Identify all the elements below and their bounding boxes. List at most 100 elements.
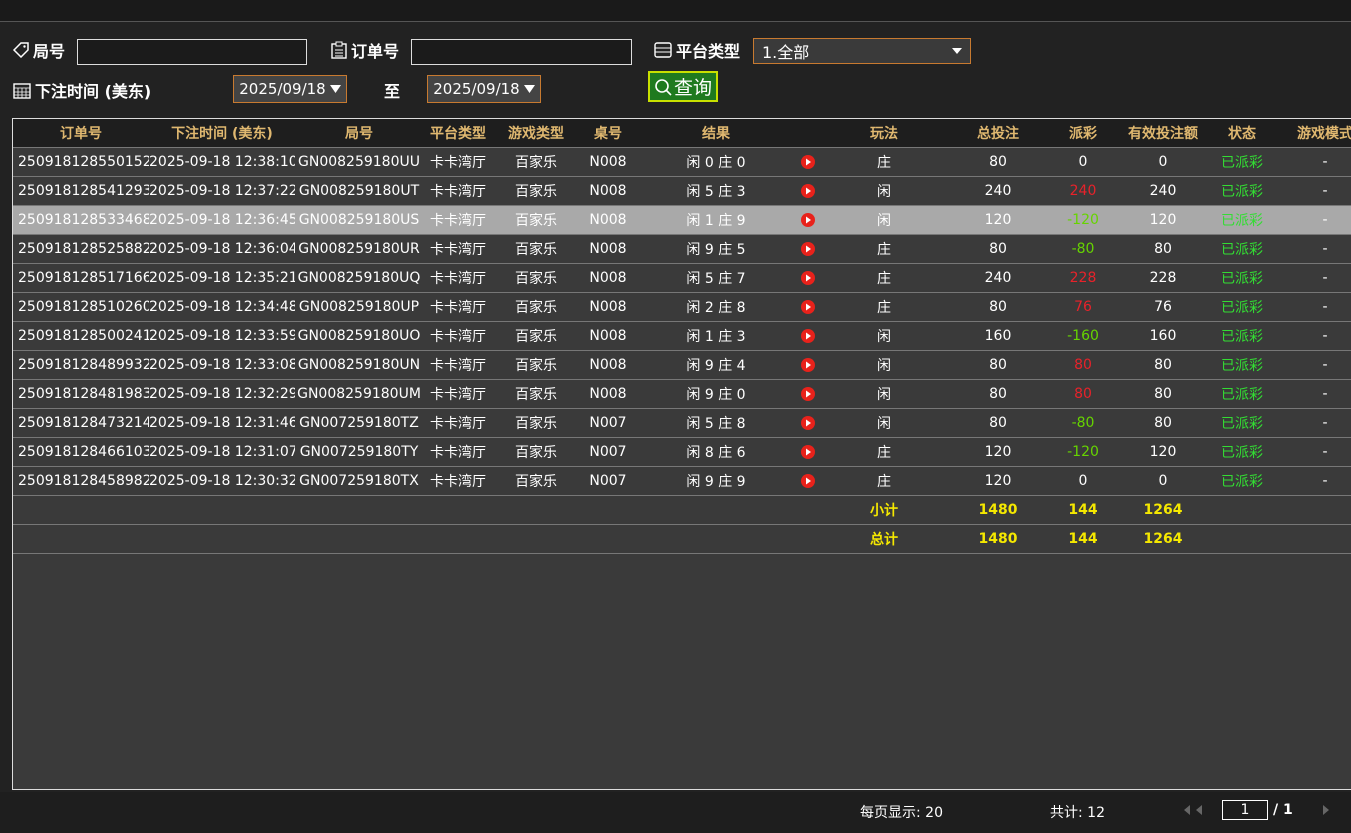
time-filter-label: 下注时间 (美东): [12, 78, 151, 102]
replay-icon[interactable]: [800, 270, 816, 286]
table-row: 250918128489932 2025-09-18 12:33:08 GN0082…: [13, 350, 1351, 380]
cell: 卡卡湾厅: [423, 437, 493, 467]
label-text: 至: [384, 82, 401, 101]
round-filter-label: 局号: [12, 38, 65, 62]
cell: 卡卡湾厅: [423, 234, 493, 264]
date-to[interactable]: 2025/09/18: [427, 75, 541, 103]
cell: 228: [1049, 263, 1117, 293]
sum-payout: 144: [1049, 495, 1117, 525]
cell: 80: [947, 350, 1049, 380]
table-row: 250918128533468 2025-09-18 12:36:45 GN0082…: [13, 205, 1351, 235]
sum-label: 小计: [821, 495, 947, 525]
cell: 2025-09-18 12:30:32: [149, 466, 295, 496]
order-input[interactable]: [411, 39, 632, 65]
cell: 250918128517166: [13, 263, 149, 293]
clipboard-icon: [331, 41, 347, 59]
cell: 250918128510260: [13, 292, 149, 322]
subtotal-row: 小计 1480 144 1264: [13, 495, 1351, 525]
cell: 0: [1117, 147, 1209, 177]
cell: N008: [579, 292, 637, 322]
cell: 卡卡湾厅: [423, 147, 493, 177]
replay-icon[interactable]: [800, 328, 816, 344]
replay-icon[interactable]: [800, 444, 816, 460]
bet-table: 订单号 下注时间 (美东) 局号 平台类型 游戏类型 桌号 结果 玩法 总投注 派彩 有效投注额 状态…: [13, 119, 1351, 554]
replay-icon[interactable]: [800, 212, 816, 228]
cell: -: [1275, 350, 1351, 380]
cell: -120: [1049, 205, 1117, 235]
round-input[interactable]: [77, 39, 307, 65]
button-text: 查询: [673, 77, 712, 99]
replay-icon[interactable]: [800, 357, 816, 373]
date-from[interactable]: 2025/09/18: [233, 75, 347, 103]
cell: 庄: [821, 234, 947, 264]
cell: 庄: [821, 437, 947, 467]
cell: 已派彩: [1209, 205, 1275, 235]
cell: 80: [1117, 408, 1209, 438]
cell: N008: [579, 263, 637, 293]
icon-cell: [795, 292, 821, 322]
next-arrow[interactable]: [1320, 804, 1332, 816]
cell: 百家乐: [493, 147, 579, 177]
cell: 250918128489932: [13, 350, 149, 380]
icon-cell: [795, 379, 821, 409]
table-row: 250918128550152 2025-09-18 12:38:10 GN0082…: [13, 147, 1351, 177]
page-input[interactable]: 1: [1222, 800, 1268, 820]
cell: N008: [579, 234, 637, 264]
table-row: 250918128500241 2025-09-18 12:33:59 GN0082…: [13, 321, 1351, 351]
cell: 2025-09-18 12:37:22: [149, 176, 295, 206]
cell: 卡卡湾厅: [423, 408, 493, 438]
cell: 闲 2 庄 8: [637, 292, 795, 322]
cell: GN008259180UT: [295, 176, 423, 206]
cell: 闲: [821, 176, 947, 206]
cell: 庄: [821, 292, 947, 322]
sum-total-bet: 1480: [947, 495, 1049, 525]
search-button[interactable]: 查询: [648, 71, 718, 102]
cell: -: [1275, 292, 1351, 322]
replay-icon[interactable]: [800, 299, 816, 315]
cell: -: [1275, 321, 1351, 351]
cell: -: [1275, 466, 1351, 496]
cell: 160: [947, 321, 1049, 351]
tag-icon: [12, 42, 29, 58]
cell: 庄: [821, 263, 947, 293]
replay-icon[interactable]: [800, 154, 816, 170]
icon-cell: [795, 437, 821, 467]
cell: 80: [1117, 350, 1209, 380]
table-row: 250918128525882 2025-09-18 12:36:04 GN0082…: [13, 234, 1351, 264]
column-header: 订单号: [13, 119, 149, 148]
sum-payout: 144: [1049, 524, 1117, 554]
replay-icon[interactable]: [800, 183, 816, 199]
replay-icon[interactable]: [800, 415, 816, 431]
cell: 240: [947, 176, 1049, 206]
replay-icon[interactable]: [800, 473, 816, 489]
cell: 250918128541293: [13, 176, 149, 206]
label-text: 下注时间 (美东): [35, 82, 152, 101]
icon-cell: [795, 234, 821, 264]
cell: N008: [579, 379, 637, 409]
cell: 闲: [821, 205, 947, 235]
replay-icon[interactable]: [800, 241, 816, 257]
label-text: 平台类型: [676, 42, 741, 61]
icon-cell: [795, 350, 821, 380]
cell: 80: [1049, 350, 1117, 380]
cell: 闲 8 庄 6: [637, 437, 795, 467]
cell: GN008259180UM: [295, 379, 423, 409]
replay-icon[interactable]: [800, 386, 816, 402]
first-prev-arrows[interactable]: [1182, 804, 1206, 816]
cell: 已派彩: [1209, 321, 1275, 351]
select-value: 1.全部: [762, 43, 810, 62]
cell: N008: [579, 176, 637, 206]
cell: 卡卡湾厅: [423, 350, 493, 380]
cell: 庄: [821, 147, 947, 177]
cell: 百家乐: [493, 234, 579, 264]
cell: 2025-09-18 12:38:10: [149, 147, 295, 177]
cell: 76: [1117, 292, 1209, 322]
platform-select[interactable]: 1.全部: [753, 38, 971, 64]
top-bar: [0, 0, 1351, 22]
cell: 160: [1117, 321, 1209, 351]
cell: 卡卡湾厅: [423, 466, 493, 496]
dropdown-arrow: [952, 48, 962, 54]
cell: N007: [579, 437, 637, 467]
cell: 80: [947, 408, 1049, 438]
